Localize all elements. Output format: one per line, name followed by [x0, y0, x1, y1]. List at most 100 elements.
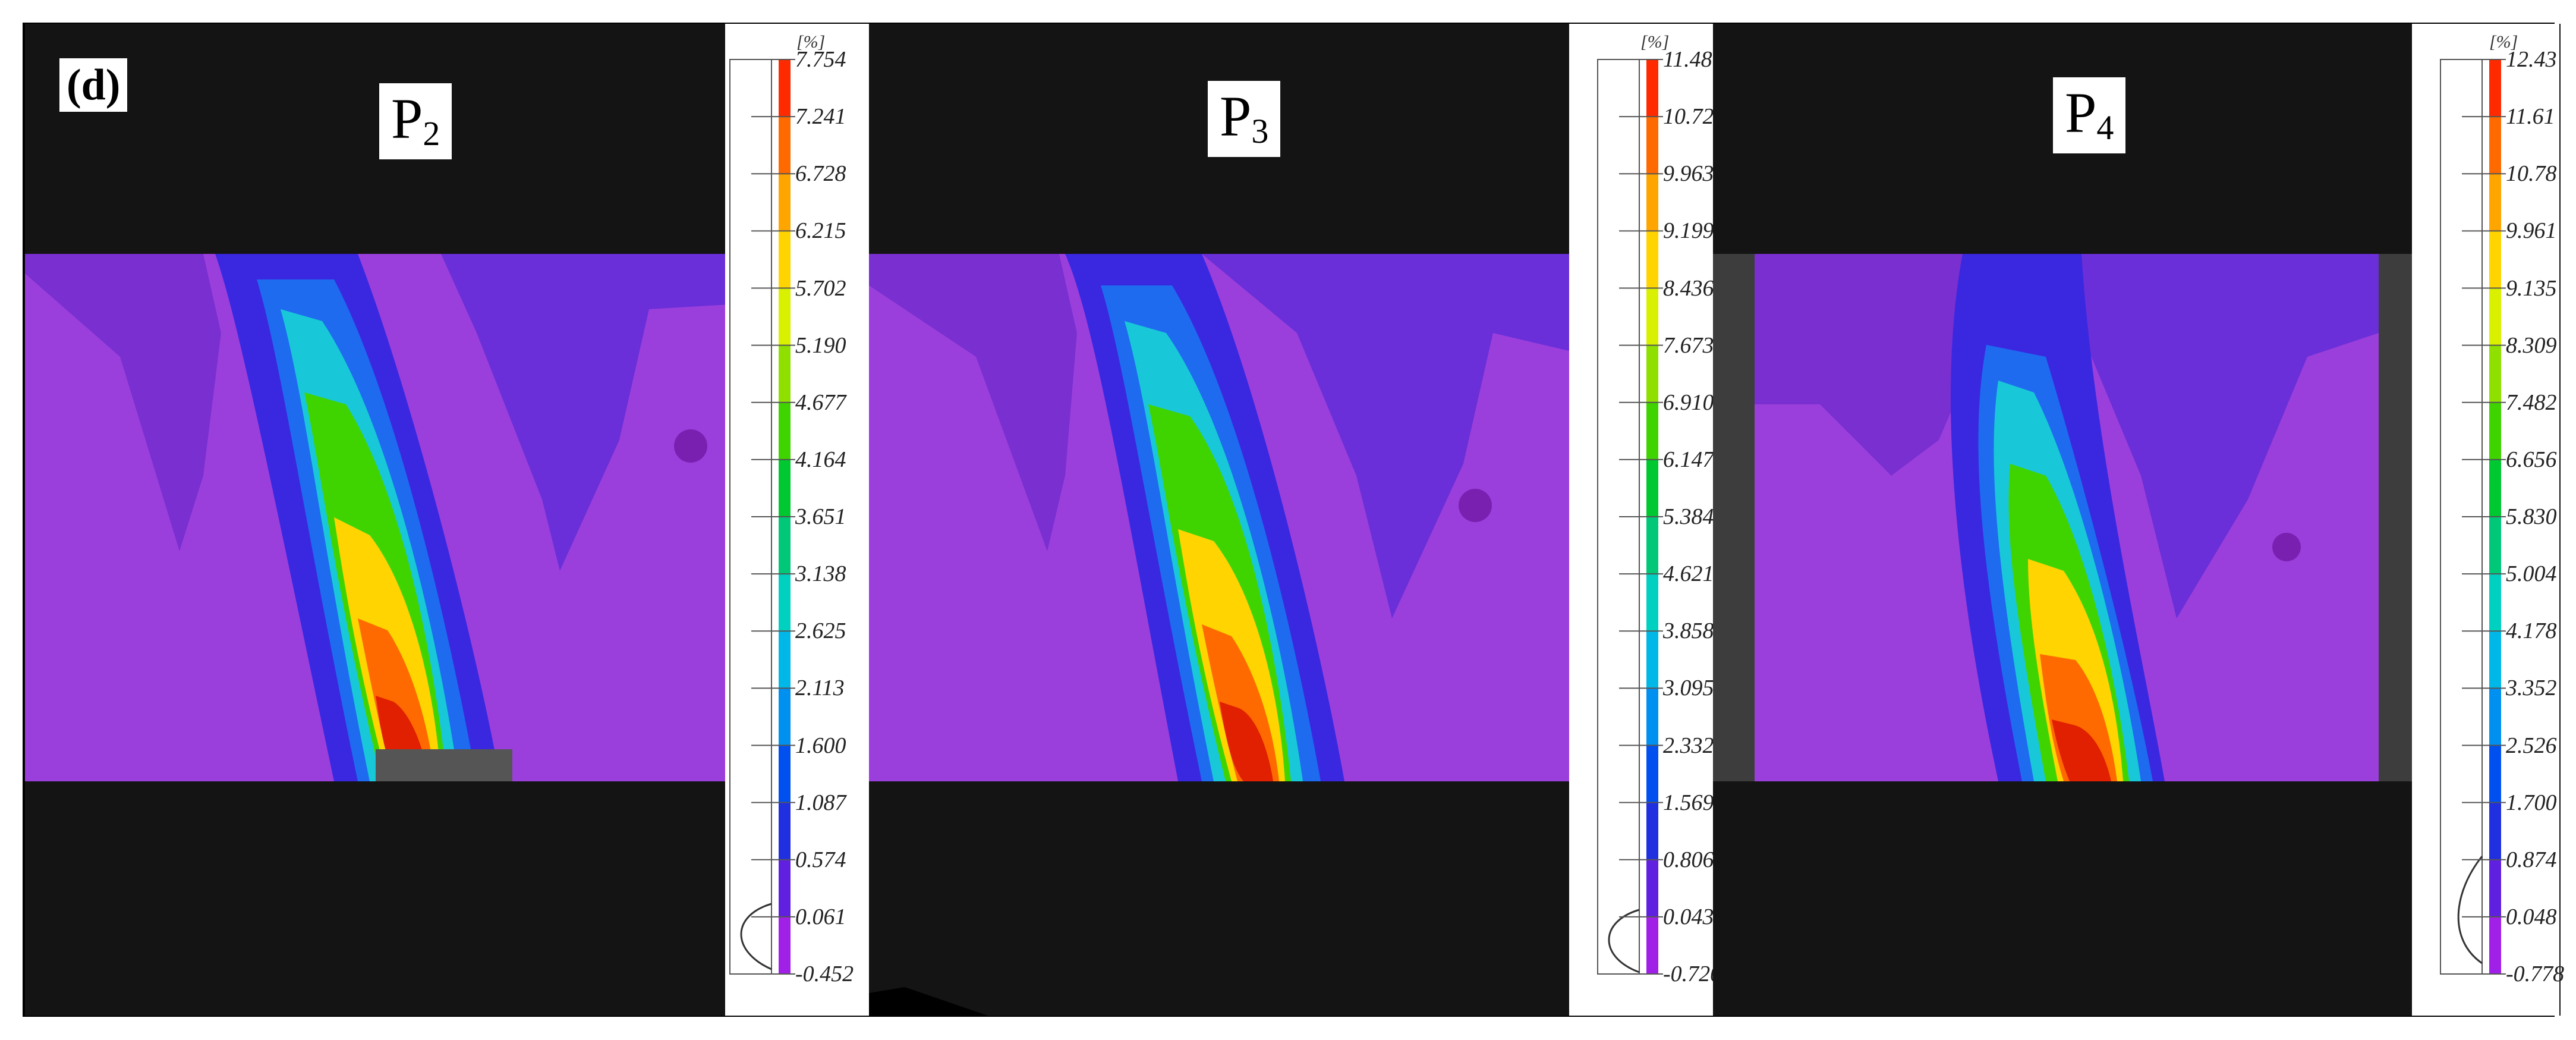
- colorbar-tick-label: 1.569: [1663, 790, 1714, 815]
- colorbar-band: [2489, 117, 2501, 175]
- colorbar-band: [1646, 631, 1658, 689]
- colorbar-tick-label: 6.910: [1663, 389, 1714, 415]
- colorbar-tick-label: -0.778: [2506, 962, 2565, 986]
- colorbar-tick-label: 1.600: [795, 733, 846, 758]
- colorbar-band: [2489, 574, 2501, 632]
- colorbar-band: [779, 631, 791, 689]
- colorbar-band: [2489, 631, 2501, 689]
- panel-title-letter: P: [2065, 81, 2097, 144]
- colorbar-band: [2489, 916, 2501, 975]
- colorbar-tick-label: 3.095: [1663, 675, 1714, 701]
- figure-letter: (d): [59, 58, 128, 112]
- colorbar-tick-label: 5.830: [2506, 504, 2557, 529]
- colorbar-tick-label: 8.436: [1663, 275, 1714, 301]
- colorbar-tick-label: 2.625: [795, 618, 846, 644]
- colorbar-band: [1646, 802, 1658, 860]
- colorbar-band: [779, 459, 791, 517]
- strain-panel-p4: P4: [1713, 24, 2561, 1016]
- colorbar-band: [779, 345, 791, 403]
- colorbar-tick-label: 7.754: [795, 47, 846, 72]
- color-scale-p4: [%] 12.43 11.61 10.78 9.961 9.135 8.309 7.482 6…: [2412, 24, 2564, 1016]
- panel-title-letter: P: [1220, 84, 1252, 148]
- colorbar-band: [1646, 459, 1658, 517]
- colorbar-tick-label: 6.656: [2506, 447, 2557, 472]
- panel-title-p4: P4: [2053, 77, 2126, 153]
- colorbar-bands: [751, 59, 795, 975]
- colorbar-band: [1646, 231, 1658, 289]
- colorbar-svg: [2440, 59, 2506, 975]
- colorbar-bands: [2462, 59, 2506, 975]
- panel-title-letter: P: [391, 87, 423, 150]
- colorbar-band: [1646, 288, 1658, 346]
- colorbar-tick-label: 0.048: [2506, 904, 2557, 929]
- colorbar-band: [779, 288, 791, 346]
- colorbar-tick-label: -0.720: [1663, 962, 1722, 986]
- colorbar-tick-label: 11.61: [2506, 104, 2555, 130]
- colorbar-tick-label: 3.651: [795, 504, 846, 529]
- colorbar-tick-label: 2.526: [2506, 733, 2557, 758]
- colorbar-tick-label: 0.043: [1663, 904, 1714, 929]
- colorbar-tick-label: 4.178: [2506, 618, 2557, 644]
- strain-field-image: [1713, 254, 2414, 781]
- colorbar-tick-label: 9.961: [2506, 218, 2557, 244]
- colorbar-band: [779, 517, 791, 575]
- colorbar-tick-label: 4.164: [795, 447, 846, 472]
- colorbar-band: [2489, 345, 2501, 403]
- panel-title-subscript: 2: [423, 114, 440, 153]
- colorbar-band: [2489, 174, 2501, 232]
- colorbar-tick-label: 7.482: [2506, 389, 2557, 415]
- colorbar-tick-label: 6.147: [1663, 447, 1714, 472]
- colorbar-tick-label: 5.190: [795, 332, 846, 358]
- colorbar-tick-label: 12.43: [2506, 47, 2557, 72]
- colorbar-tick-label: 5.004: [2506, 561, 2557, 587]
- colorbar-band: [779, 688, 791, 746]
- colorbar-svg: [1597, 59, 1663, 975]
- colorbar-band: [2489, 288, 2501, 346]
- colorbar-band: [1646, 517, 1658, 575]
- panel-title-p3: P3: [1208, 81, 1281, 157]
- colorbar-tick-label: 7.673: [1663, 332, 1714, 358]
- colorbar-tick-label: 0.061: [795, 904, 846, 929]
- colorbar-tick-label: 0.574: [795, 847, 846, 872]
- colorbar-band: [1646, 402, 1658, 460]
- colorbar-tick-label: 2.113: [795, 675, 845, 701]
- colorbar-tick-label: 9.963: [1663, 161, 1714, 187]
- scale-unit: [%]: [2489, 32, 2518, 52]
- colorbar-band: [1646, 174, 1658, 232]
- colorbar-band: [2489, 802, 2501, 860]
- colorbar-band: [1646, 688, 1658, 746]
- colorbar-band: [2489, 745, 2501, 803]
- colorbar-tick-label: 0.874: [2506, 847, 2557, 872]
- colorbar-band: [779, 859, 791, 918]
- colorbar-band: [779, 745, 791, 803]
- colorbar-band: [1646, 916, 1658, 975]
- scale-unit: [%]: [796, 32, 826, 52]
- colorbar-band: [2489, 402, 2501, 460]
- strain-field-image: [25, 254, 750, 781]
- colorbar-band: [2489, 859, 2501, 918]
- colorbar-tick-label: 9.135: [2506, 275, 2557, 301]
- colorbar-band: [779, 574, 791, 632]
- colorbar-svg: [729, 59, 795, 975]
- colorbar-band: [2489, 231, 2501, 289]
- colorbar-band: [1646, 59, 1658, 118]
- panel-title-p2: P2: [379, 83, 452, 159]
- colorbar-tick-label: 8.309: [2506, 332, 2557, 358]
- colorbar-tick-label: 2.332: [1663, 733, 1714, 758]
- color-scale-p3: [%] 11.48 10.72 9.963 9.199 8.436 7.673 6.910 6…: [1569, 24, 1721, 1016]
- colorbar-band: [779, 802, 791, 860]
- colorbar-tick-label: 5.702: [795, 275, 846, 301]
- colorbar-tick-label: 3.858: [1663, 618, 1714, 644]
- colorbar-band: [779, 231, 791, 289]
- colorbar-tick-label: 1.700: [2506, 790, 2557, 815]
- colorbar-tick-label: -0.452: [795, 962, 854, 986]
- colorbar-band: [2489, 459, 2501, 517]
- colorbar-band: [779, 402, 791, 460]
- colorbar-tick-label: 7.241: [795, 104, 846, 130]
- strain-field-image: [869, 254, 1594, 1016]
- colorbar-tick-label: 6.728: [795, 161, 846, 187]
- colorbar-band: [779, 916, 791, 975]
- scale-unit: [%]: [1640, 32, 1670, 52]
- colorbar-tick-label: 10.72: [1663, 104, 1714, 130]
- colorbar-band: [1646, 859, 1658, 918]
